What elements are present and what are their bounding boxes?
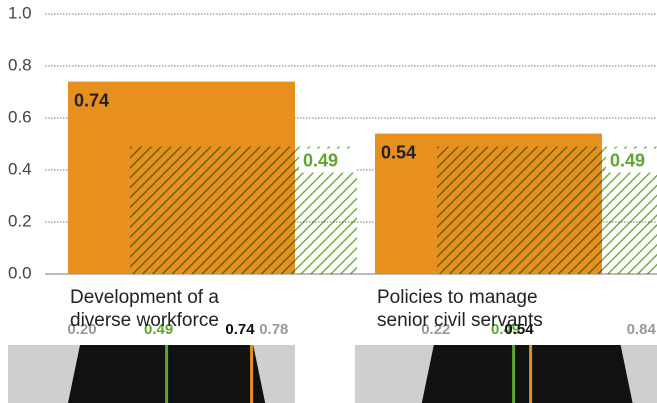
range-min-label: 0.20 — [67, 321, 96, 338]
y-tick-label: 0.6 — [8, 107, 32, 126]
value-label: 0.54 — [381, 142, 416, 162]
range-min-label: 0.22 — [421, 321, 450, 338]
range-max-label: 0.84 — [627, 321, 657, 338]
category-label: Development of a diverse workforce — [70, 287, 219, 331]
value-label: 0.49 — [610, 150, 645, 170]
range-max-label: 0.78 — [259, 321, 288, 338]
label-bg — [299, 148, 357, 173]
range-band — [421, 345, 633, 403]
y-tick-label: 0.2 — [8, 211, 32, 230]
y-tick-label: 0.4 — [8, 159, 32, 178]
y-tick-label: 0.8 — [8, 55, 32, 74]
y-tick-label: 0.0 — [8, 263, 32, 282]
average-label: 0.49 — [144, 321, 173, 338]
value-label: 0.74 — [74, 90, 109, 110]
label-bg — [606, 148, 657, 173]
y-tick-label: 1.0 — [8, 3, 32, 22]
average-label: 0.49 — [491, 321, 520, 338]
country-label: 0.74 — [225, 321, 255, 338]
country-label: 0.54 — [504, 321, 534, 338]
category-label: Policies to manage senior civil servants — [377, 287, 543, 331]
value-label: 0.49 — [303, 150, 338, 170]
